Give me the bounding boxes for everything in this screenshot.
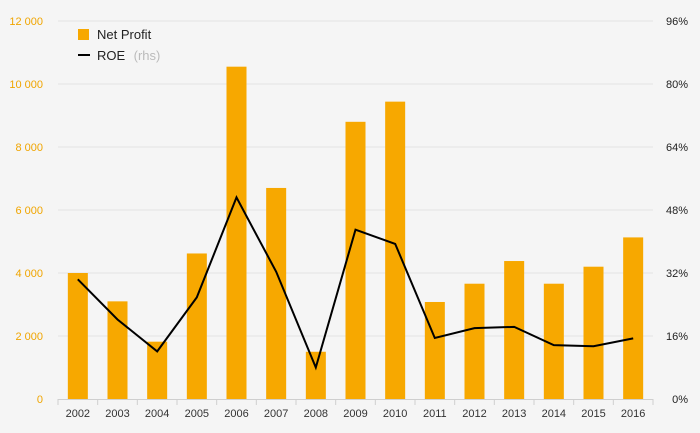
right-tick-label: 32% [666,268,688,280]
bar-net-profit-2010 [385,101,406,399]
bar-net-profit-2016 [623,237,644,399]
left-tick-label: 8 000 [15,142,43,154]
bar-net-profit-2015 [583,266,604,399]
x-axis: 2002 2003 2004 2005 2006 2007 2008 2009 2010 2011… [57,399,654,420]
net-profit-bars [67,66,644,400]
bar-net-profit-2007 [266,187,287,399]
x-tick-label: 2004 [145,408,169,420]
x-tick-label: 2005 [185,408,209,420]
legend: Net Profit ROE (rhs) [78,27,160,64]
bar-net-profit-2011 [424,301,445,399]
x-tick-label: 2007 [264,408,288,420]
legend-line-label: ROE [97,48,126,63]
left-tick-label: 0 [37,394,43,406]
legend-line-text: ROE (rhs) [97,47,160,64]
left-axis: 0 2 000 4 000 6 000 8 000 10 000 12 000 [9,16,43,406]
bar-net-profit-2006 [226,66,247,400]
right-tick-label: 96% [666,16,688,28]
bar-net-profit-2014 [543,283,564,399]
left-tick-label: 12 000 [9,16,43,28]
bar-net-profit-2003 [107,301,128,399]
legend-bar-swatch [78,29,89,40]
roe-line-layer [77,195,634,371]
right-tick-label: 48% [666,205,688,217]
x-tick-label: 2011 [423,408,447,420]
bar-net-profit-2009 [345,121,366,400]
roe-line [77,195,634,371]
x-tick-label: 2012 [462,408,486,420]
legend-line-suffix: (rhs) [134,48,161,63]
left-tick-label: 6 000 [15,205,43,217]
bar-net-profit-2005 [186,253,207,399]
bar-net-profit-2004 [147,341,168,399]
x-tick-label: 2015 [581,408,605,420]
legend-bar-label: Net Profit [97,27,152,42]
x-tick-label: 2003 [105,408,129,420]
x-tick-label: 2009 [343,408,367,420]
x-tick-label: 2016 [621,408,645,420]
right-tick-label: 0% [672,394,688,406]
right-tick-label: 80% [666,79,688,91]
bar-net-profit-2002 [67,273,88,399]
bar-net-profit-2013 [504,261,525,399]
left-tick-label: 2 000 [15,331,43,343]
right-axis: 0% 16% 32% 48% 64% 80% 96% [666,16,688,406]
bar-net-profit-2008 [305,351,326,399]
x-tick-label: 2010 [383,408,407,420]
x-tick-label: 2014 [542,408,566,420]
left-tick-label: 4 000 [15,268,43,280]
right-tick-label: 16% [666,331,688,343]
x-tick-label: 2002 [66,408,90,420]
x-tick-label: 2006 [224,408,248,420]
left-tick-label: 10 000 [9,79,43,91]
bar-net-profit-2012 [464,283,485,399]
right-tick-label: 64% [666,142,688,154]
x-tick-label: 2013 [502,408,526,420]
x-tick-label: 2008 [304,408,328,420]
